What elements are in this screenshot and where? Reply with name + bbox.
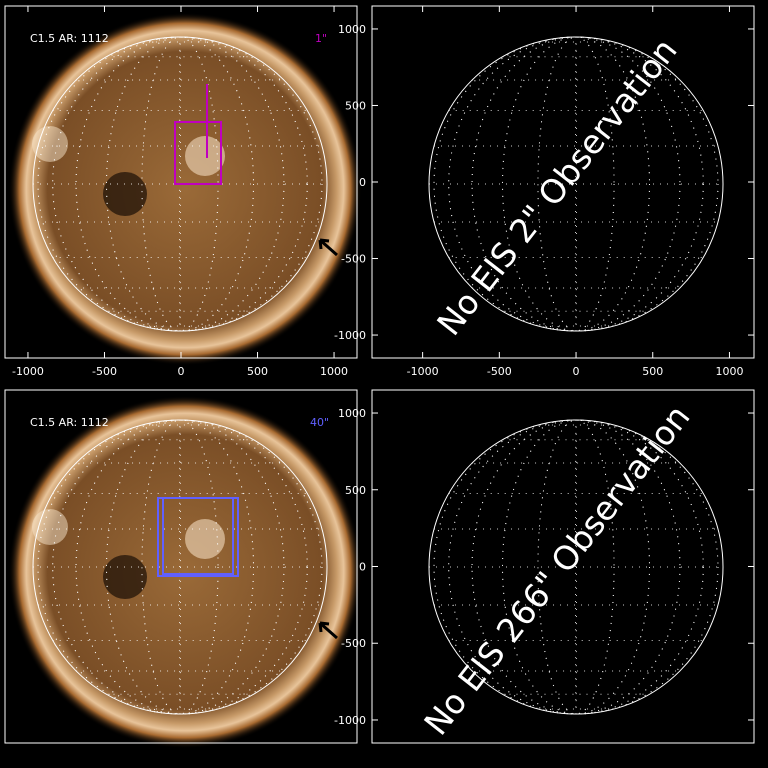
y-tick-label: 500	[345, 484, 366, 497]
bright-limb	[32, 126, 68, 162]
lat-lon-grid	[429, 419, 723, 715]
y-tick-label: 1000	[338, 407, 366, 420]
meridian	[448, 36, 704, 332]
y-tick-label: 0	[359, 176, 366, 189]
meridian	[502, 36, 650, 332]
x-tick-label: 0	[573, 365, 580, 378]
y-tick-label: -1000	[334, 329, 366, 342]
x-tick-label: 0	[178, 365, 185, 378]
y-tick-label: 0	[359, 561, 366, 574]
meridian	[433, 419, 719, 715]
meridian	[141, 419, 219, 715]
y-tick-label: -1000	[334, 714, 366, 727]
limb	[32, 419, 328, 715]
x-tick-label: -500	[92, 365, 117, 378]
y-tick-label: 1000	[338, 23, 366, 36]
slit-label: 40"	[310, 416, 329, 429]
x-tick-label: -500	[487, 365, 512, 378]
x-tick-label: -1000	[407, 365, 439, 378]
frame	[4, 389, 358, 744]
flare-arrow	[318, 238, 338, 257]
sun-image	[8, 395, 362, 749]
x-tick-label: 500	[247, 365, 268, 378]
limb	[428, 36, 724, 332]
active-region	[185, 136, 225, 176]
meridian	[502, 419, 650, 715]
meridian	[37, 36, 323, 332]
eis-fov-inner	[162, 497, 234, 575]
meridian	[106, 36, 254, 332]
meridian	[52, 419, 308, 715]
meridian	[37, 419, 323, 715]
active-region	[185, 519, 225, 559]
meridian	[537, 419, 615, 715]
meridian	[433, 36, 719, 332]
y-tick-label: -500	[341, 253, 366, 266]
meridian	[448, 419, 704, 715]
x-tick-label: -1000	[12, 365, 44, 378]
sun-image	[8, 12, 362, 366]
meridian	[537, 36, 615, 332]
region-label: C1.5 AR: 1112	[30, 32, 109, 45]
x-tick-label: 500	[642, 365, 663, 378]
meridian	[106, 419, 254, 715]
region-label: C1.5 AR: 1112	[30, 416, 109, 429]
y-tick-label: 500	[345, 99, 366, 112]
slit-label: 1"	[315, 32, 327, 45]
coronal-hole	[103, 555, 147, 599]
x-tick-label: 1000	[320, 365, 348, 378]
meridian	[52, 36, 308, 332]
x-tick-label: 1000	[715, 365, 743, 378]
y-tick-label: -500	[341, 637, 366, 650]
no-observation: No EIS 2" Observation	[429, 31, 684, 343]
limb	[32, 36, 328, 332]
lat-lon-grid	[33, 419, 327, 715]
flare-arrow	[318, 621, 338, 640]
eis-fov	[174, 121, 222, 185]
coronal-hole	[103, 172, 147, 216]
limb	[428, 419, 724, 715]
bright-limb	[32, 509, 68, 545]
